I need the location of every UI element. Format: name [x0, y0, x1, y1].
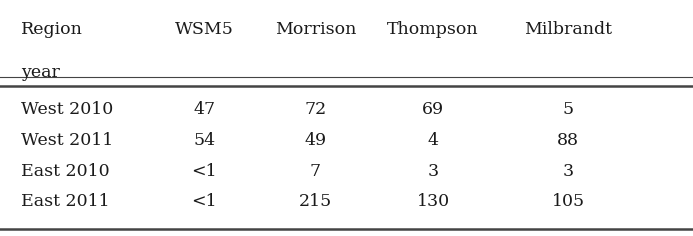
Text: Region: Region: [21, 21, 82, 38]
Text: West 2010: West 2010: [21, 101, 113, 118]
Text: 7: 7: [310, 163, 321, 180]
Text: 215: 215: [299, 193, 332, 210]
Text: Thompson: Thompson: [387, 21, 479, 38]
Text: 69: 69: [422, 101, 444, 118]
Text: 105: 105: [552, 193, 585, 210]
Text: 54: 54: [193, 132, 216, 149]
Text: Milbrandt: Milbrandt: [525, 21, 612, 38]
Text: WSM5: WSM5: [175, 21, 234, 38]
Text: 72: 72: [304, 101, 326, 118]
Text: East 2011: East 2011: [21, 193, 109, 210]
Text: 3: 3: [428, 163, 439, 180]
Text: 5: 5: [563, 101, 574, 118]
Text: West 2011: West 2011: [21, 132, 113, 149]
Text: <1: <1: [192, 163, 217, 180]
Text: <1: <1: [192, 193, 217, 210]
Text: Morrison: Morrison: [274, 21, 356, 38]
Text: 88: 88: [557, 132, 579, 149]
Text: 3: 3: [563, 163, 574, 180]
Text: 130: 130: [416, 193, 450, 210]
Text: year: year: [21, 64, 60, 81]
Text: 47: 47: [193, 101, 216, 118]
Text: 49: 49: [304, 132, 326, 149]
Text: 4: 4: [428, 132, 439, 149]
Text: East 2010: East 2010: [21, 163, 109, 180]
